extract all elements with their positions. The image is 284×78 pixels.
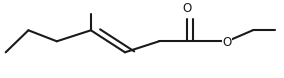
Text: O: O	[223, 36, 232, 49]
Text: O: O	[183, 2, 192, 15]
